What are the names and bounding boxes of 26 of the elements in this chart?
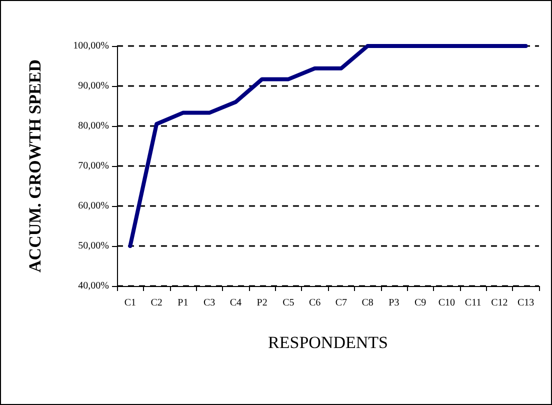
x-tick-label: C8 — [362, 298, 374, 308]
x-tick-label: C10 — [438, 298, 456, 308]
x-tick-label: C3 — [203, 298, 216, 308]
y-tick-label: 70,00% — [78, 160, 109, 172]
x-tick-label: C7 — [335, 298, 348, 308]
x-tick-label: C5 — [282, 298, 294, 308]
x-tick-label: P1 — [178, 298, 188, 308]
x-tick-label: P2 — [256, 298, 268, 308]
x-tick-label: C12 — [491, 298, 508, 308]
y-tick-label: 90,00% — [78, 80, 109, 92]
x-axis-title: RESPONDENTS — [268, 333, 388, 352]
line-series — [128, 44, 528, 248]
x-tick-label: C9 — [414, 298, 426, 308]
x-tick-label: C6 — [308, 298, 321, 308]
x-tick-label: C11 — [464, 298, 482, 308]
x-tick-label: P3 — [388, 298, 400, 308]
x-tick-label: C4 — [230, 298, 242, 308]
x-tick-label: C2 — [150, 298, 162, 308]
x-tick-label: C1 — [124, 298, 136, 308]
y-axis-title: ACCUM. GROWTH SPEED — [26, 60, 44, 272]
y-tick-label: 40,00% — [78, 280, 109, 292]
y-tick-label: 60,00% — [78, 200, 109, 212]
x-tick-label: C13 — [517, 298, 534, 308]
y-tick-label: 50,00% — [78, 240, 109, 252]
y-tick-label: 80,00% — [78, 120, 109, 132]
y-tick-label: 100,00% — [73, 40, 109, 52]
